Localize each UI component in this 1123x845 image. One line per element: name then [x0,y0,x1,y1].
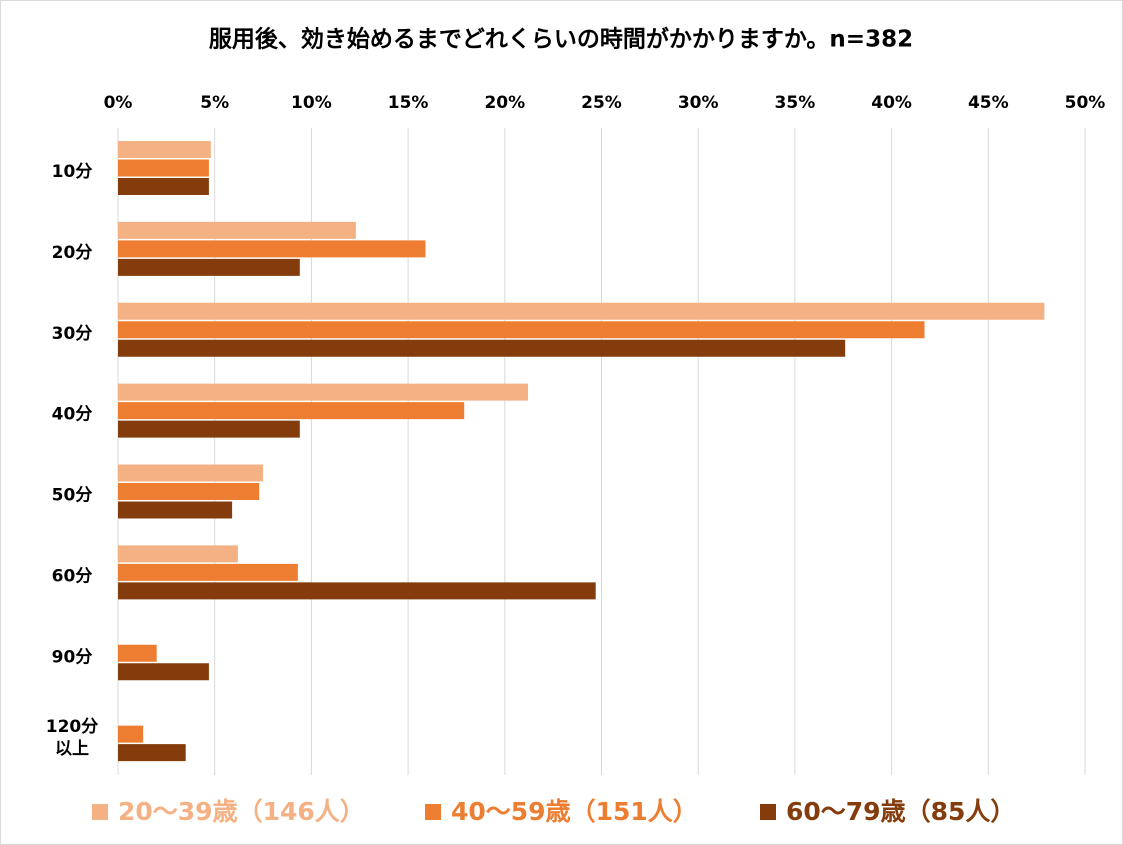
x-tick-label: 5% [200,93,229,113]
bar [118,420,300,438]
bar [118,563,298,581]
bar [118,402,465,420]
bar [118,383,529,401]
bar [118,321,925,339]
x-tick-label: 10% [291,93,332,113]
legend-swatch [760,804,776,820]
x-tick-label: 30% [678,93,719,113]
x-tick-label: 40% [871,93,912,113]
bar [118,464,264,482]
legend-swatch [425,804,441,820]
x-tick-label: 35% [775,93,816,113]
bar [118,582,596,600]
chart-title: 服用後、効き始めるまでどれくらいの時間がかかりますか。n=382 [209,26,913,53]
legend-label: 60～79歳（85人） [786,797,1015,826]
legend-label: 40～59歳（151人） [451,797,698,826]
legend-swatch [92,804,108,820]
x-tick-label: 45% [968,93,1009,113]
y-tick-label: 40分 [52,405,93,425]
x-tick-label: 25% [581,93,622,113]
bar [118,240,426,258]
bar [118,178,209,195]
x-tick-label: 50% [1065,93,1106,113]
bar [118,258,300,276]
bar [118,141,211,158]
bar [118,302,1045,320]
bar [118,483,260,500]
bar [118,663,209,681]
bar [118,501,233,519]
y-tick-label: 30分 [52,324,93,344]
bar [118,339,846,357]
bar [118,545,238,563]
bar [118,744,186,762]
bar [118,221,356,239]
bar [118,159,209,177]
y-tick-label: 60分 [52,566,93,586]
y-tick-label: 50分 [52,486,93,506]
y-tick-label: 20分 [52,243,93,263]
legend-label: 20～39歳（146人） [118,797,365,826]
y-tick-label: 120分以上 [46,717,99,759]
x-tick-label: 20% [484,93,525,113]
y-tick-label: 90分 [52,647,93,667]
x-tick-label: 0% [104,93,133,113]
bar [118,644,157,662]
x-tick-label: 15% [388,93,429,113]
y-tick-label: 10分 [52,162,93,182]
bar [118,725,144,743]
